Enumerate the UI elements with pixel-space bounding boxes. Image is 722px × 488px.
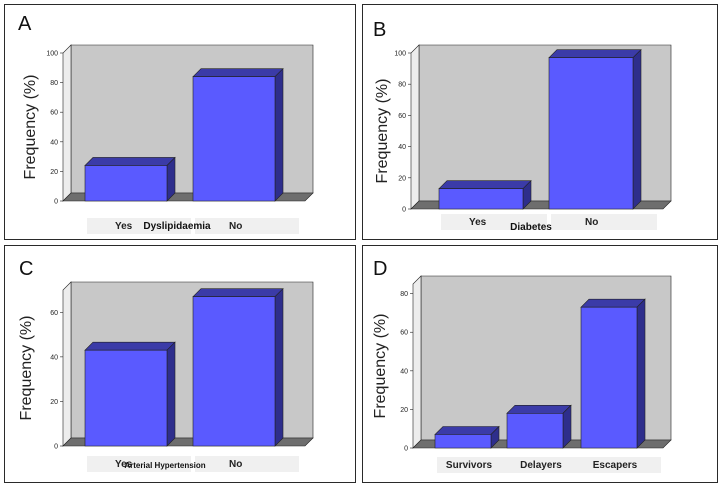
chart-a: 0 20 40 60 80 100 Frequency (%) Yes No Dyslipidae… <box>22 44 314 234</box>
y-tick-label: 20 <box>50 169 58 176</box>
y-tick-label: 60 <box>400 330 408 337</box>
category-label-bg <box>195 218 299 234</box>
bar <box>580 306 638 449</box>
category-label-bg <box>437 457 515 473</box>
left-wall <box>412 275 422 449</box>
y-tick-label: 20 <box>398 175 406 182</box>
category-label: Delayers <box>520 460 562 471</box>
panel-label-d: D <box>373 258 388 280</box>
bar-side <box>166 156 176 202</box>
y-tick-label: 80 <box>398 82 406 89</box>
y-tick-label: 40 <box>400 368 408 375</box>
bar-top <box>84 341 176 351</box>
bar <box>434 434 492 449</box>
bar <box>84 165 168 202</box>
bar-side <box>636 298 646 449</box>
y-tick-label: 80 <box>50 80 58 87</box>
y-axis-label: Frequency (%) <box>22 75 39 180</box>
panel-a: 0 20 40 60 80 100 Frequency (%) Yes No Dyslipidae… <box>4 4 356 240</box>
bar-side <box>274 287 284 447</box>
bar-top <box>438 180 532 190</box>
y-tick-label: 40 <box>398 144 406 151</box>
left-wall <box>62 44 72 202</box>
chart-c: 0 20 40 60 Frequency (%) Yes No Arterial Hypert… <box>18 281 314 472</box>
category-label-bg <box>441 214 547 230</box>
category-label-bg <box>87 456 191 472</box>
category-label: No <box>585 217 598 228</box>
bar-top <box>506 404 572 414</box>
panel-label-c: C <box>19 258 34 280</box>
y-tick-label: 60 <box>398 113 406 120</box>
bar <box>438 188 524 210</box>
bar-side <box>274 67 284 202</box>
category-label: Yes <box>469 217 487 228</box>
x-axis-title: Dyslipidaemia <box>143 221 211 232</box>
panel-c: 0 20 40 60 Frequency (%) Yes No Arterial Hypert… <box>4 245 356 483</box>
bar-side <box>562 404 572 449</box>
panel-label-b: B <box>373 19 387 41</box>
bar-top <box>580 298 646 308</box>
left-wall <box>410 44 420 210</box>
y-tick-label: 20 <box>400 407 408 414</box>
panel-d: 0 20 40 60 80 Frequency (%) Survivors Delayers E… <box>362 245 718 483</box>
y-tick-label: 20 <box>50 399 58 406</box>
bar <box>192 296 276 447</box>
y-axis-label: Frequency (%) <box>374 79 391 184</box>
chart-d: 0 20 40 60 80 Frequency (%) Survivors Delayers E… <box>372 275 672 473</box>
panel-label-a: A <box>18 13 32 35</box>
chart-b: 0 20 40 60 80 100 Frequency (%) Yes No Diabetes <box>374 44 672 233</box>
y-tick-label: 80 <box>400 291 408 298</box>
y-tick-label: 60 <box>50 110 58 117</box>
category-label: Survivors <box>446 460 493 471</box>
category-label-bg <box>551 214 657 230</box>
y-tick-label: 60 <box>50 310 58 317</box>
bar-side <box>166 341 176 447</box>
bar <box>548 57 634 210</box>
category-label: Yes <box>115 459 133 470</box>
left-wall <box>62 281 72 447</box>
category-label-bg <box>509 457 587 473</box>
category-label: Escapers <box>593 460 638 471</box>
y-tick-label: 0 <box>54 199 58 206</box>
bar-side <box>632 48 642 210</box>
y-tick-label: 100 <box>394 51 406 58</box>
y-tick-label: 0 <box>402 207 406 214</box>
bar-top <box>192 288 284 297</box>
category-label: No <box>229 221 242 232</box>
y-tick-label: 40 <box>50 354 58 361</box>
bar-top <box>84 157 176 166</box>
bar <box>84 349 168 447</box>
x-axis-title: Diabetes <box>510 222 552 233</box>
x-axis-title: Arterial Hypertension <box>124 461 205 470</box>
bar-top <box>434 426 500 435</box>
y-tick-label: 100 <box>46 51 58 58</box>
y-tick-label: 0 <box>404 446 408 453</box>
bar <box>506 412 564 449</box>
y-axis-label: Frequency (%) <box>372 314 389 419</box>
category-label-bg <box>583 457 661 473</box>
category-label-bg <box>195 456 299 472</box>
y-tick-label: 0 <box>54 444 58 451</box>
category-label: No <box>229 459 242 470</box>
y-tick-label: 40 <box>50 139 58 146</box>
bar-top <box>192 68 284 77</box>
panel-b: 0 20 40 60 80 100 Frequency (%) Yes No Diabetes B <box>362 4 718 240</box>
bar <box>192 76 276 202</box>
category-label-bg <box>87 218 191 234</box>
y-axis-label: Frequency (%) <box>18 316 35 421</box>
category-label: Yes <box>115 221 133 232</box>
bar-top <box>548 49 642 58</box>
